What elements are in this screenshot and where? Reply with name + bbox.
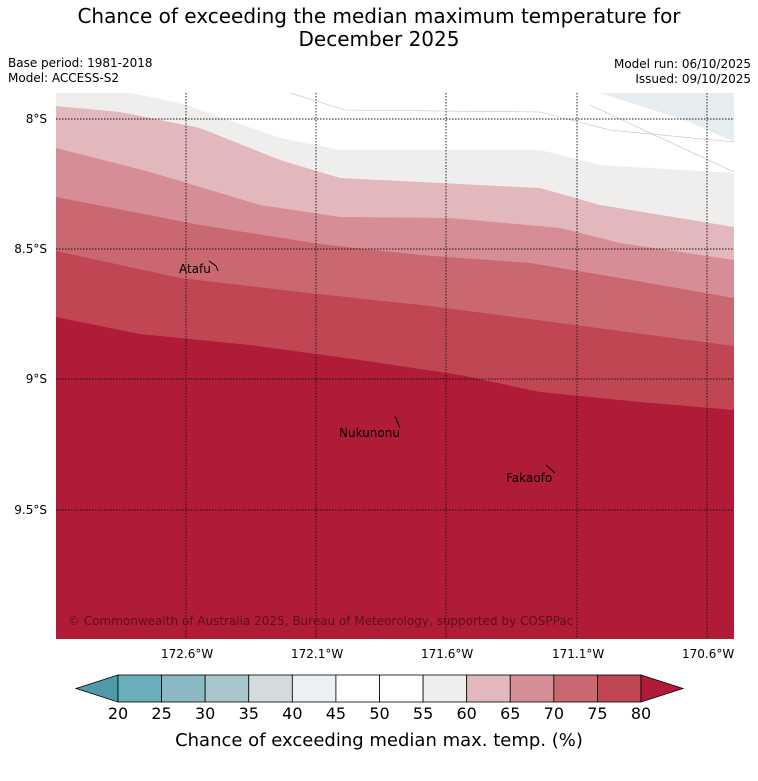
copyright-notice: © Commonwealth of Australia 2025, Bureau… [68,614,574,628]
colorbar-segment [248,674,293,703]
colorbar-segment [597,674,642,703]
colorbar-segment [466,674,511,703]
colorbar-label: Chance of exceeding median max. temp. (%… [175,730,583,751]
map-canvas [56,93,734,639]
lon-label-172-6w: 172.6°W [161,647,214,661]
colorbar [74,674,685,703]
colorbar-tick-label: 50 [369,704,390,723]
atolls [208,260,556,474]
colorbar-tick-label: 55 [412,704,434,723]
colorbar-segment [204,674,250,703]
contour-line [589,104,734,173]
atoll-fakaofo-outline [545,464,556,474]
atoll-nukunonu-outline [394,415,401,429]
colorbar-tick-label: 45 [325,704,347,723]
colorbar-segment [161,674,206,703]
lat-label-8s: 8°S [25,112,47,126]
lon-label-171-1w: 171.1°W [552,647,605,661]
colorbar-tick-label: 80 [630,704,652,723]
colorbar-tick-label: 75 [587,704,608,723]
lon-label-172-1w: 172.1°W [291,647,344,661]
title-line-2: December 2025 [298,27,460,51]
colorbar-tick-label: 65 [500,704,521,723]
model-name: Model: ACCESS-S2 [8,71,120,85]
lat-label-8-5s: 8.5°S [14,242,47,256]
atoll-atafu-outline [208,260,219,272]
colorbar-tick-label: 70 [543,704,564,723]
lon-label-171-6w: 171.6°W [421,647,474,661]
lat-label-9s: 9°S [25,372,47,386]
colorbar-tick-label: 30 [194,704,216,723]
band-top-right [600,93,734,142]
contour-bands [56,93,734,639]
issued-date: Issued: 09/10/2025 [635,72,751,86]
title-line-1: Chance of exceeding the median maximum t… [77,4,681,28]
colorbar-segment [335,674,380,703]
band-above-85 [56,317,734,639]
meta-right: Model run: 06/10/2025 Issued: 09/10/2025 [614,57,751,87]
base-period: Base period: 1981-2018 [8,56,153,70]
colorbar-tick-label: 40 [282,704,303,723]
place-fakaofo: Fakaofo [506,471,553,485]
colorbar-tick-label: 35 [238,704,259,723]
meta-left: Base period: 1981-2018 Model: ACCESS-S2 [8,56,153,86]
lat-label-9-5s: 9.5°S [14,503,47,517]
colorbar-extend-high [640,674,685,703]
colorbar-segment [117,674,162,703]
place-nukunonu: Nukunonu [339,426,400,440]
map-title: Chance of exceeding the median maximum t… [0,5,758,51]
colorbar-extend-low [74,674,119,703]
colorbar-tick-label: 25 [151,704,172,723]
colorbar-segment [291,674,337,703]
contour-line [289,93,734,143]
lon-label-170-6w: 170.6°W [682,647,735,661]
colorbar-tick-label: 60 [456,704,477,723]
place-atafu: Atafu [179,262,211,276]
colorbar-segment [553,674,598,703]
colorbar-segment [379,674,424,703]
colorbar-tick-label: 20 [107,704,129,723]
colorbar-segment [422,674,468,703]
model-run: Model run: 06/10/2025 [613,57,751,71]
graticule [56,93,734,639]
colorbar-segment [509,674,555,703]
